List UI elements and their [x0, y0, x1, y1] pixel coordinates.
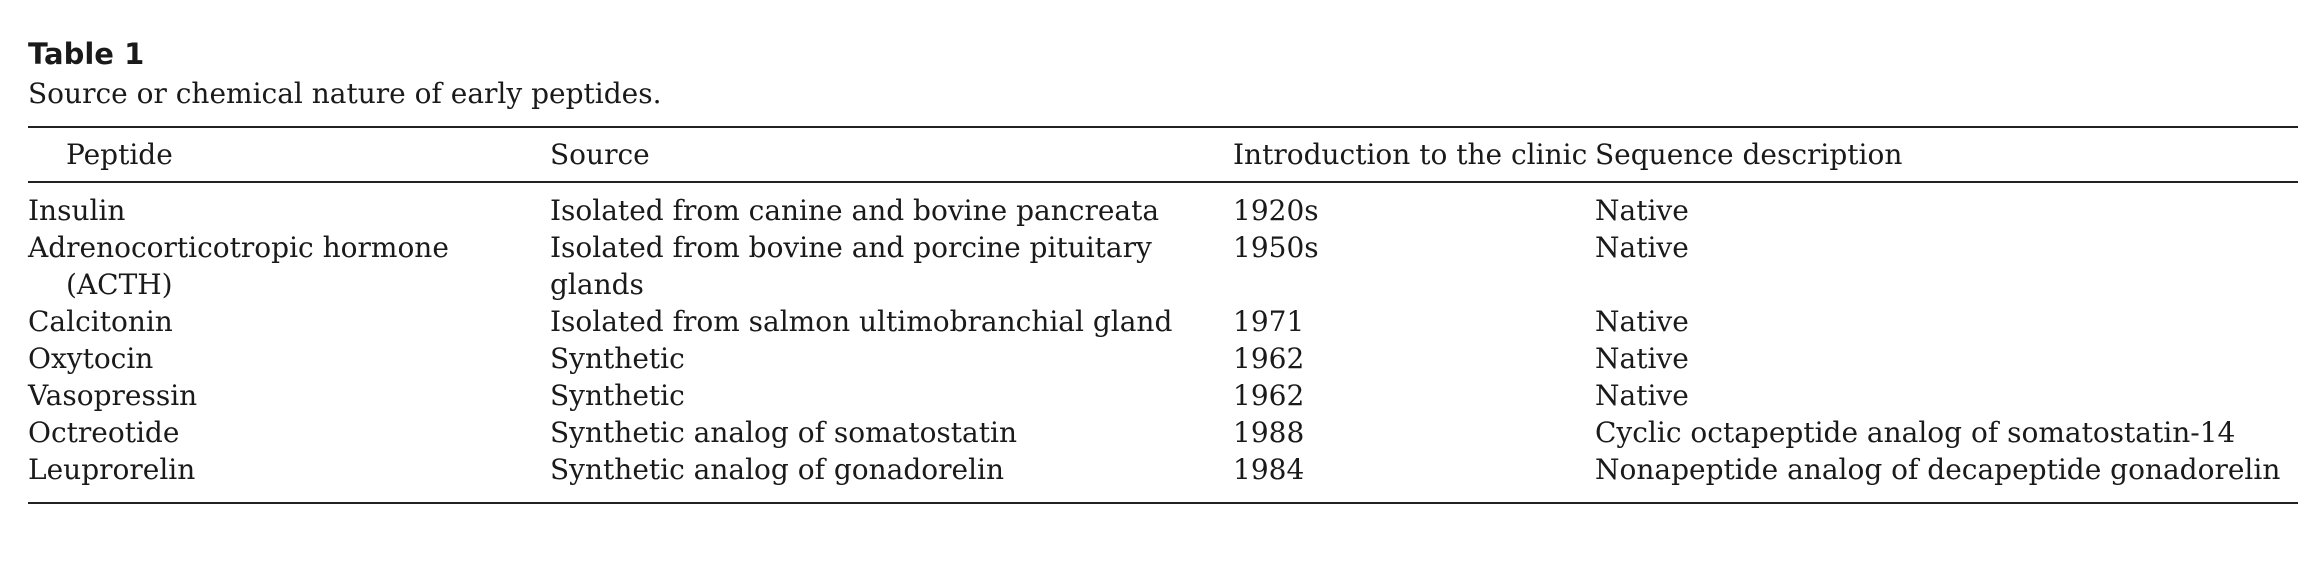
- column-header-source: Source: [550, 138, 650, 171]
- cell-introduction: 1920s: [1233, 194, 1319, 227]
- cell-sequence: Cyclic octapeptide analog of somatostati…: [1595, 416, 2236, 449]
- cell-introduction: 1962: [1233, 379, 1305, 412]
- table-row: Calcitonin Isolated from salmon ultimobra…: [28, 303, 2298, 340]
- column-header-peptide: Peptide: [66, 138, 173, 171]
- cell-sequence: Native: [1595, 379, 1689, 412]
- data-table: Peptide Source Introduction to the clini…: [28, 128, 2298, 181]
- cell-peptide: Calcitonin: [28, 303, 550, 340]
- cell-introduction: 1962: [1233, 342, 1305, 375]
- cell-text: Adrenocorticotropic hormone (ACTH): [28, 231, 449, 301]
- cell-text: Octreotide: [28, 416, 180, 449]
- cell-text: Leuprorelin: [28, 453, 196, 486]
- cell-source: Synthetic: [550, 342, 685, 375]
- table-row: Insulin Isolated from canine and bovine p…: [28, 183, 2298, 229]
- cell-source: Synthetic analog of gonadorelin: [550, 453, 1005, 486]
- cell-peptide: Insulin: [28, 183, 550, 229]
- table-header: Peptide Source Introduction to the clini…: [28, 128, 2298, 181]
- cell-peptide: Adrenocorticotropic hormone (ACTH): [28, 229, 550, 303]
- table-body: Insulin Isolated from canine and bovine p…: [28, 183, 2298, 502]
- table-row: Adrenocorticotropic hormone (ACTH) Isolat…: [28, 229, 2298, 303]
- header-rule: [28, 181, 2298, 183]
- cell-text: Vasopressin: [28, 379, 198, 412]
- cell-peptide: Oxytocin: [28, 340, 550, 377]
- table-container: Peptide Source Introduction to the clini…: [28, 126, 2298, 504]
- header-row: Peptide Source Introduction to the clini…: [28, 128, 2298, 181]
- cell-sequence: Native: [1595, 231, 1689, 264]
- cell-sequence: Native: [1595, 194, 1689, 227]
- column-header-sequence: Sequence description: [1595, 138, 1903, 171]
- cell-source: Isolated from bovine and porcine pituita…: [550, 231, 1152, 301]
- cell-text: Oxytocin: [28, 342, 154, 375]
- cell-introduction: 1988: [1233, 416, 1305, 449]
- cell-introduction: 1971: [1233, 305, 1305, 338]
- cell-peptide: Octreotide: [28, 414, 550, 451]
- cell-introduction: 1984: [1233, 453, 1305, 486]
- table-row: Vasopressin Synthetic 1962 Native: [28, 377, 2298, 414]
- cell-sequence: Native: [1595, 342, 1689, 375]
- cell-source: Synthetic: [550, 379, 685, 412]
- cell-text: Insulin: [28, 194, 126, 227]
- cell-sequence: Native: [1595, 305, 1689, 338]
- bottom-rule: [28, 502, 2298, 504]
- cell-text: Calcitonin: [28, 305, 173, 338]
- table-figure: Table 1 Source or chemical nature of ear…: [28, 34, 2298, 504]
- cell-peptide: Vasopressin: [28, 377, 550, 414]
- table-row: Oxytocin Synthetic 1962 Native: [28, 340, 2298, 377]
- table-label: Table 1: [28, 37, 145, 71]
- data-table-body: Insulin Isolated from canine and bovine p…: [28, 183, 2298, 502]
- cell-sequence: Nonapeptide analog of decapeptide gonado…: [1595, 453, 2281, 486]
- table-row: Octreotide Synthetic analog of somatostat…: [28, 414, 2298, 451]
- cell-source: Isolated from salmon ultimobranchial gla…: [550, 305, 1173, 338]
- cell-source: Synthetic analog of somatostatin: [550, 416, 1017, 449]
- table-row: Leuprorelin Synthetic analog of gonadorel…: [28, 451, 2298, 502]
- column-header-introduction: Introduction to the clinic: [1233, 138, 1588, 171]
- cell-introduction: 1950s: [1233, 231, 1319, 264]
- top-rule: [28, 126, 2298, 128]
- cell-source: Isolated from canine and bovine pancreat…: [550, 194, 1160, 227]
- table-caption: Source or chemical nature of early pepti…: [28, 77, 662, 110]
- cell-peptide: Leuprorelin: [28, 451, 550, 502]
